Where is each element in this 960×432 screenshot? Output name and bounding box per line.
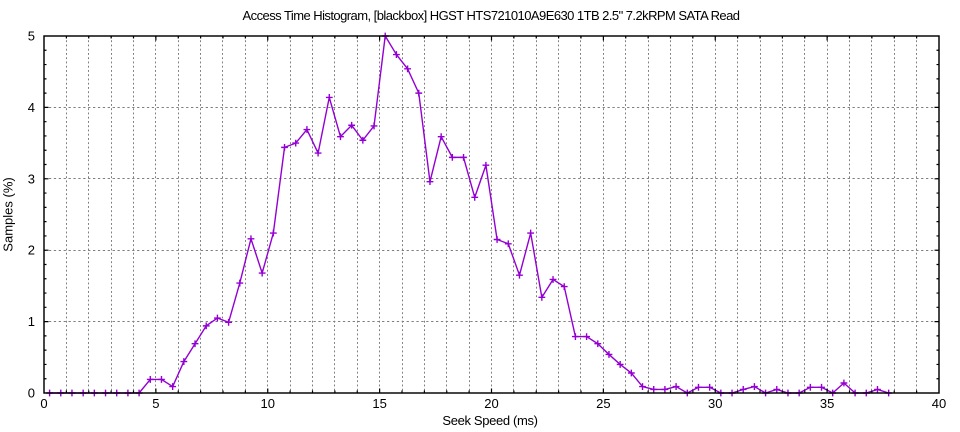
svg-text:5: 5: [28, 29, 35, 44]
svg-text:0: 0: [28, 386, 35, 401]
svg-text:15: 15: [372, 396, 386, 411]
svg-text:25: 25: [596, 396, 610, 411]
svg-text:Samples (%): Samples (%): [1, 177, 16, 251]
svg-text:1: 1: [28, 314, 35, 329]
svg-text:40: 40: [932, 396, 946, 411]
svg-text:35: 35: [820, 396, 834, 411]
svg-text:Seek Speed (ms): Seek Speed (ms): [442, 413, 537, 428]
svg-text:3: 3: [28, 171, 35, 186]
svg-text:Access Time Histogram, [blackb: Access Time Histogram, [blackbox] HGST H…: [243, 8, 740, 23]
svg-text:0: 0: [40, 396, 47, 411]
svg-text:2: 2: [28, 243, 35, 258]
svg-text:20: 20: [484, 396, 498, 411]
svg-text:30: 30: [708, 396, 722, 411]
svg-text:4: 4: [28, 100, 35, 115]
svg-text:5: 5: [152, 396, 159, 411]
svg-text:10: 10: [261, 396, 275, 411]
